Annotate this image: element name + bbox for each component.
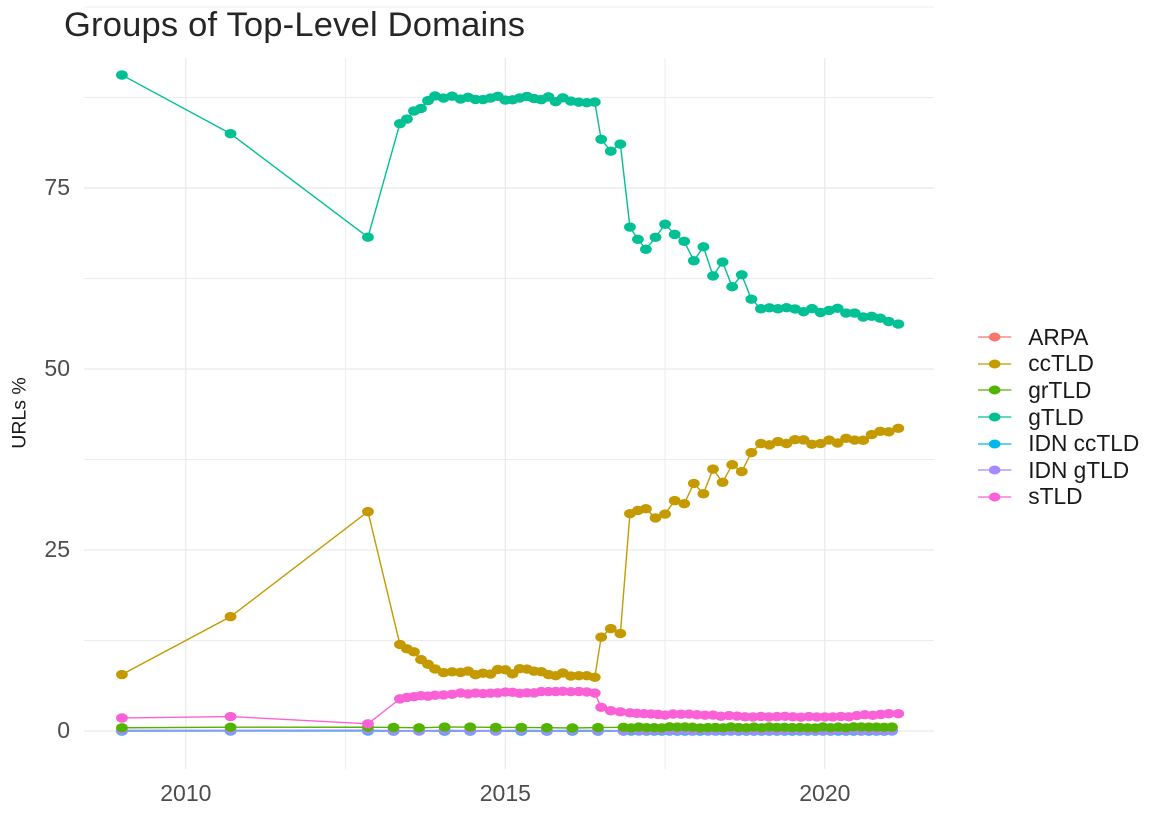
svg-text:50: 50 — [44, 355, 70, 381]
svg-text:2010: 2010 — [160, 780, 211, 806]
svg-text:2015: 2015 — [480, 780, 531, 806]
svg-text:25: 25 — [44, 536, 70, 562]
svg-text:0: 0 — [57, 717, 70, 743]
svg-text:2020: 2020 — [799, 780, 850, 806]
svg-text:75: 75 — [44, 174, 70, 200]
